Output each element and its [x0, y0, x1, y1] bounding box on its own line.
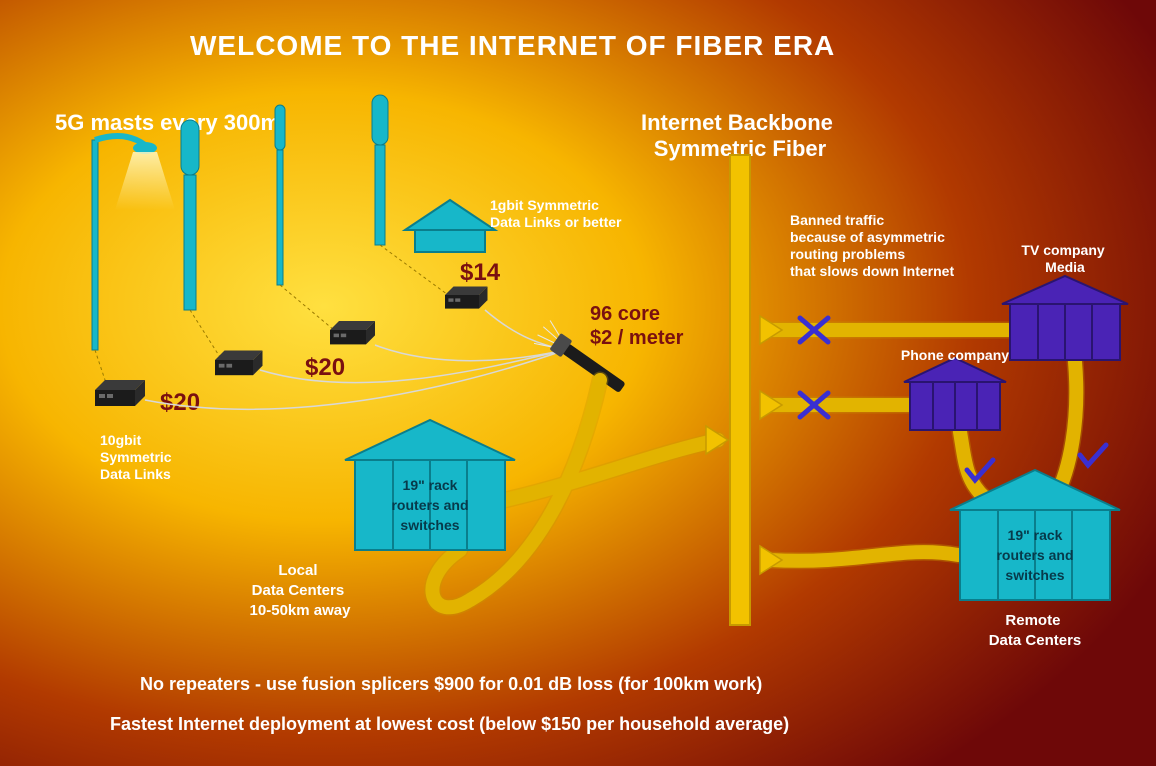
footer-1: No repeaters - use fusion splicers $900 …: [140, 674, 762, 694]
svg-text:19" rack: 19" rack: [403, 477, 458, 493]
phone-label: Phone company: [901, 347, 1009, 363]
page-title: WELCOME TO THE INTERNET OF FIBER ERA: [190, 30, 835, 61]
gbit-label: 1gbit Symmetric Data Links or better: [490, 197, 622, 230]
diagram: WELCOME TO THE INTERNET OF FIBER ERA 5G …: [0, 0, 1156, 766]
mast-icon: [181, 120, 199, 310]
price-3: $14: [460, 259, 501, 286]
svg-text:19" rack: 19" rack: [1008, 527, 1063, 543]
svg-text:switches: switches: [400, 517, 459, 533]
mast-icon: [275, 105, 285, 285]
masts-label: 5G masts every 300m: [55, 110, 280, 135]
media-converter-icon: [215, 351, 263, 376]
price-1: $20: [160, 389, 200, 416]
svg-text:routers and: routers and: [996, 547, 1073, 563]
price-2: $20: [305, 354, 345, 381]
svg-text:switches: switches: [1005, 567, 1064, 583]
backbone-bar: [730, 155, 750, 625]
svg-text:routers and: routers and: [391, 497, 468, 513]
media-converter-icon: [95, 380, 145, 406]
media-converter-icon: [330, 321, 375, 344]
backbone-label-1: Internet Backbone Symmetric Fiber: [641, 110, 839, 161]
footer-2: Fastest Internet deployment at lowest co…: [110, 714, 789, 734]
media-converter-icon: [445, 287, 488, 309]
